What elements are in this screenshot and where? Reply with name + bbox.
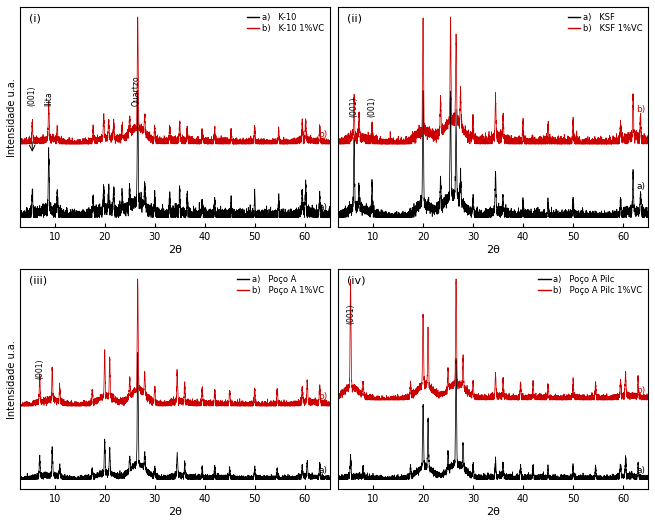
Text: (001): (001) — [346, 303, 355, 324]
Text: (i): (i) — [29, 14, 41, 24]
X-axis label: 2θ: 2θ — [168, 245, 181, 255]
Text: a): a) — [637, 182, 646, 191]
Legend: a)   KSF, b)   KSF 1%VC: a) KSF, b) KSF 1%VC — [564, 9, 646, 37]
X-axis label: 2θ: 2θ — [168, 507, 181, 517]
Text: Quartzo: Quartzo — [131, 75, 140, 106]
Text: b): b) — [318, 130, 328, 139]
Text: Ilita: Ilita — [45, 92, 53, 106]
Text: (iii): (iii) — [29, 276, 47, 286]
Text: b): b) — [318, 392, 328, 401]
Text: a): a) — [637, 466, 646, 475]
Legend: a)   K-10, b)   K-10 1%VC: a) K-10, b) K-10 1%VC — [244, 9, 328, 37]
Text: (001): (001) — [367, 97, 377, 117]
Text: a): a) — [318, 466, 328, 475]
Text: (ii): (ii) — [347, 14, 362, 24]
Y-axis label: Intensidade u.a.: Intensidade u.a. — [7, 78, 17, 157]
X-axis label: 2θ: 2θ — [486, 507, 500, 517]
Text: (001): (001) — [350, 97, 358, 117]
Legend: a)   Poço A Pilc, b)   Poço A Pilc 1%VC: a) Poço A Pilc, b) Poço A Pilc 1%VC — [534, 271, 646, 299]
Y-axis label: Intensidade u.a.: Intensidade u.a. — [7, 340, 17, 419]
Text: b): b) — [636, 386, 646, 395]
Text: b): b) — [636, 105, 646, 114]
Text: a): a) — [318, 203, 328, 212]
X-axis label: 2θ: 2θ — [486, 245, 500, 255]
Legend: a)   Poço A, b)   Poço A 1%VC: a) Poço A, b) Poço A 1%VC — [233, 271, 328, 299]
Text: (001): (001) — [35, 359, 45, 379]
Text: (001): (001) — [28, 85, 37, 106]
Text: (iv): (iv) — [347, 276, 366, 286]
